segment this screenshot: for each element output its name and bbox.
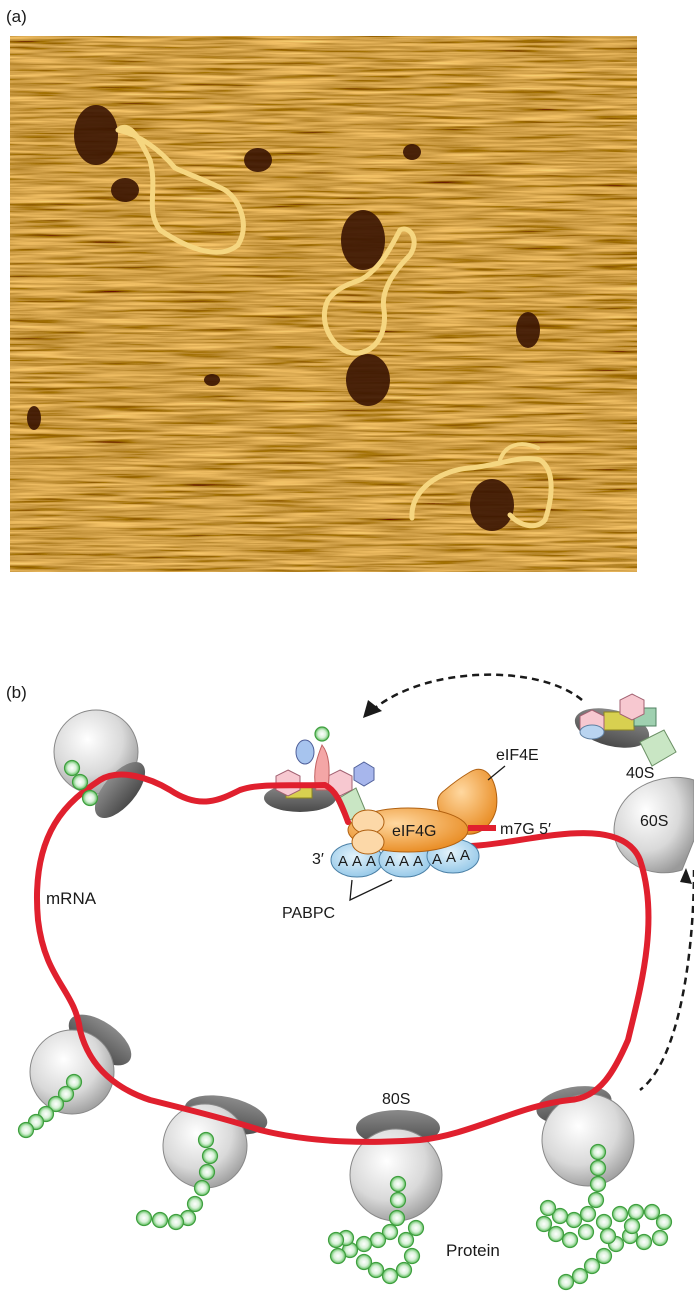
protein-bead (557, 1273, 575, 1291)
protein-bead (329, 1247, 347, 1265)
poly-a-letter: A (432, 851, 442, 868)
protein-bead (57, 1085, 75, 1103)
ribosome-80s-2 (29, 1014, 132, 1115)
pabpc-pointer (349, 879, 393, 902)
poly-a-letter: A (413, 853, 423, 870)
protein-bead (551, 1207, 569, 1225)
protein-bead (583, 1257, 601, 1275)
protein-bead (539, 1199, 557, 1217)
protein-chains (17, 759, 673, 1291)
protein-bead (587, 1191, 605, 1209)
label-40s: 40S (626, 765, 654, 782)
protein-bead (389, 1191, 407, 1209)
label-eif4e: eIF4E (496, 747, 539, 764)
label-3prime: 3′ (312, 851, 324, 868)
protein-bead (17, 1121, 35, 1139)
arrow-40s-return (374, 673, 583, 709)
protein-bead (643, 1203, 661, 1221)
protein-bead (589, 1143, 607, 1161)
protein-bead (369, 1231, 387, 1249)
protein-bead (599, 1227, 617, 1245)
arrow-40s-head (363, 700, 382, 718)
protein-bead (167, 1213, 185, 1231)
protein-bead (589, 1159, 607, 1177)
protein-bead (367, 1261, 385, 1279)
label-protein: Protein (446, 1241, 500, 1260)
protein-bead (151, 1211, 169, 1229)
ribosome-80s-3 (162, 1095, 268, 1189)
protein-bead (81, 789, 99, 807)
poly-a-letter: A (366, 853, 376, 870)
poly-a-tail: A A A A A A A A A (338, 847, 470, 870)
protein-bead (547, 1225, 565, 1243)
poly-a-letter: A (352, 853, 362, 870)
protein-bead (65, 1073, 83, 1091)
protein-bead (579, 1205, 597, 1223)
poly-a-letter: A (385, 853, 395, 870)
protein-bead (193, 1179, 211, 1197)
protein-bead (403, 1247, 421, 1265)
protein-bead (381, 1223, 399, 1241)
protein-bead (197, 1131, 215, 1149)
protein-bead (47, 1095, 65, 1113)
eif4e-pointer (487, 765, 506, 781)
protein-bead (571, 1267, 589, 1285)
protein-bead (395, 1261, 413, 1279)
protein-bead (198, 1163, 216, 1181)
protein-bead (186, 1195, 204, 1213)
protein-bead (63, 759, 81, 777)
poly-a-letter: A (338, 853, 348, 870)
label-cap: m7G 5′ (500, 821, 551, 838)
protein-bead (627, 1203, 645, 1221)
protein-bead (201, 1147, 219, 1165)
protein-bead (397, 1231, 415, 1249)
label-60s: 60S (640, 813, 668, 830)
protein-bead (561, 1231, 579, 1249)
poly-a-letter: A (399, 853, 409, 870)
protein-bead (381, 1267, 399, 1285)
protein-bead (651, 1229, 669, 1247)
poly-a-letter: A (460, 847, 470, 864)
protein-bead (355, 1235, 373, 1253)
protein-bead (535, 1215, 553, 1233)
protein-bead (389, 1175, 407, 1193)
mrna-strand (33, 771, 652, 1145)
protein-bead (135, 1209, 153, 1227)
arrow-60s-head (680, 868, 692, 884)
eif4g (347, 807, 469, 855)
protein-bead (595, 1213, 613, 1231)
label-80s: 80S (382, 1091, 410, 1108)
label-eif4g: eIF4G (392, 823, 436, 840)
ribosome-80s-4 (349, 1110, 443, 1222)
protein-bead (355, 1253, 373, 1271)
initiation-complex-40s (264, 726, 375, 823)
poly-a-letter: A (446, 849, 456, 866)
protein-bead (577, 1223, 595, 1241)
protein-bead (388, 1209, 406, 1227)
subunit-40s (574, 693, 677, 767)
protein-bead (635, 1233, 653, 1251)
protein-bead (71, 773, 89, 791)
afm-image (10, 36, 637, 572)
label-mrna: mRNA (46, 889, 97, 908)
protein-bead (611, 1205, 629, 1223)
protein-bead (565, 1211, 583, 1229)
protein-bead (655, 1213, 673, 1231)
protein-bead (623, 1217, 641, 1235)
protein-bead (407, 1219, 425, 1237)
label-pabpc: PABPC (282, 905, 335, 922)
protein-bead (327, 1231, 345, 1249)
panel-b-label: (b) (6, 683, 27, 702)
panel-a-label: (a) (6, 7, 27, 26)
protein-bead (589, 1175, 607, 1193)
protein-bead (595, 1247, 613, 1265)
